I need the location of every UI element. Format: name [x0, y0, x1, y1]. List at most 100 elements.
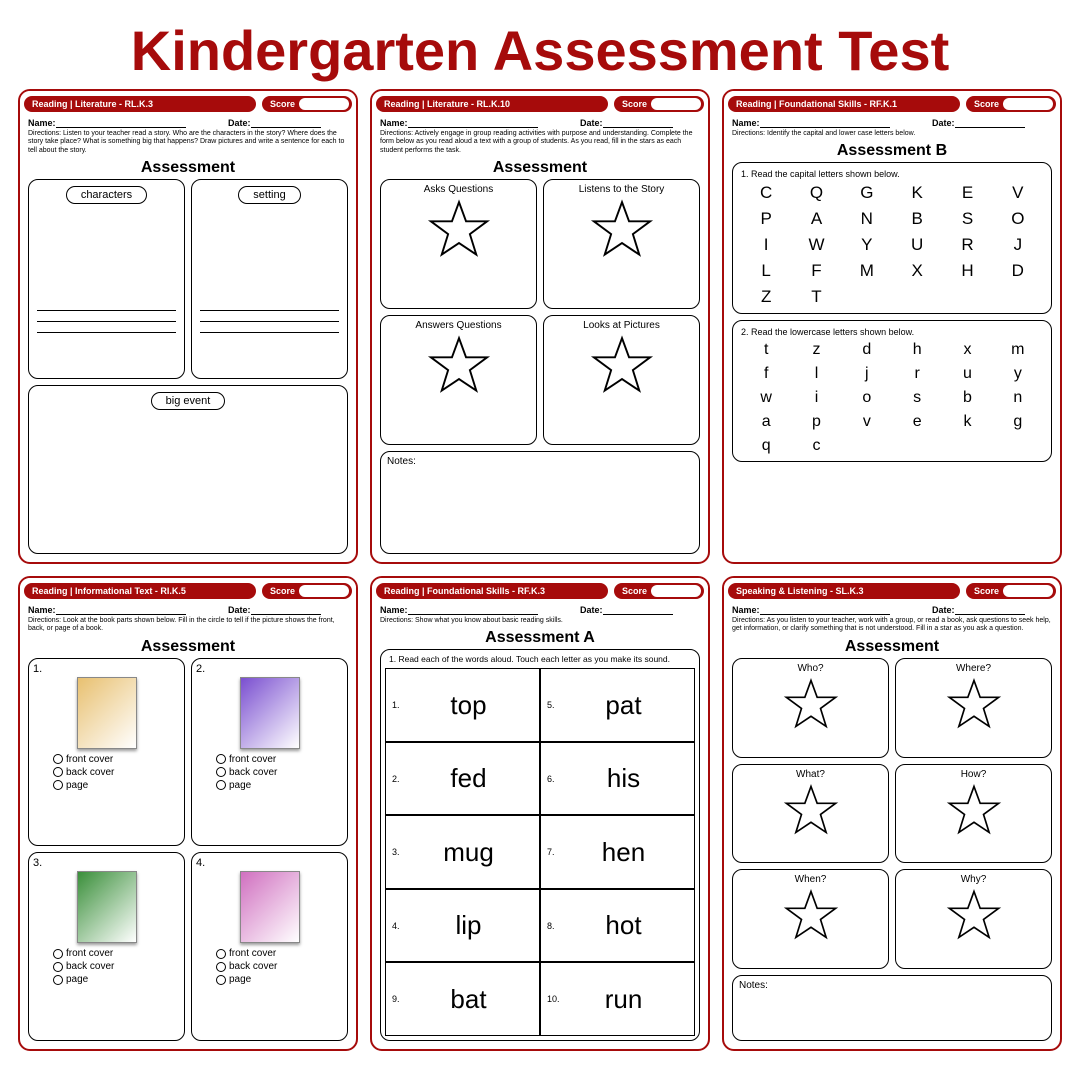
option-row[interactable]: page [216, 973, 343, 986]
score-pill: Score [614, 96, 704, 112]
word-cell: 7.hen [540, 815, 695, 889]
option-label: back cover [229, 766, 277, 779]
question-label: Why? [961, 874, 987, 885]
option-label: front cover [229, 947, 276, 960]
radio-circle[interactable] [216, 949, 226, 959]
radio-circle[interactable] [53, 949, 63, 959]
option-row[interactable]: back cover [216, 766, 343, 779]
notes-box[interactable]: Notes: [732, 975, 1052, 1041]
question-label: What? [796, 769, 825, 780]
star-icon [783, 676, 839, 732]
radio-circle[interactable] [53, 767, 63, 777]
letter-cell: X [892, 261, 942, 281]
option-label: front cover [66, 947, 113, 960]
letter-cell: J [993, 235, 1043, 255]
option-row[interactable]: front cover [53, 947, 180, 960]
question-star-box: What? [732, 764, 889, 864]
card-header-label: Reading | Literature - RL.K.10 [376, 96, 608, 112]
radio-circle[interactable] [216, 767, 226, 777]
assessment-heading: Assessment [20, 636, 356, 658]
card-header-label: Speaking & Listening - SL.K.3 [728, 583, 960, 599]
score-box[interactable] [651, 585, 701, 597]
letter-cell: G [842, 183, 892, 203]
star-outline[interactable] [946, 887, 1002, 948]
score-pill: Score [966, 96, 1056, 112]
option-row[interactable]: page [216, 779, 343, 792]
option-row[interactable]: back cover [53, 960, 180, 973]
star-outline[interactable] [946, 676, 1002, 737]
radio-circle[interactable] [216, 975, 226, 985]
score-pill: Score [614, 583, 704, 599]
radio-circle[interactable] [216, 780, 226, 790]
star-outline[interactable] [783, 887, 839, 948]
star-outline[interactable] [946, 782, 1002, 843]
word-cell: 4.lip [385, 889, 540, 963]
word-text: his [567, 763, 694, 794]
score-box[interactable] [651, 98, 701, 110]
radio-circle[interactable] [53, 754, 63, 764]
letter-cell: x [942, 341, 992, 359]
book-cell: 1. front coverback coverpage [28, 658, 185, 847]
word-num: 8. [547, 921, 559, 931]
score-box[interactable] [1003, 98, 1053, 110]
worksheet-grid: Reading | Literature - RL.K.3 Score Name… [0, 89, 1080, 1069]
notes-box[interactable]: Notes: [380, 451, 700, 554]
directions: Directions: Actively engage in group rea… [372, 128, 708, 157]
radio-circle[interactable] [216, 962, 226, 972]
option-row[interactable]: page [53, 779, 180, 792]
directions: Directions: Look at the book parts shown… [20, 615, 356, 636]
card-rfk3: Reading | Foundational Skills - RF.K.3 S… [370, 576, 710, 1051]
word-cell: 2.fed [385, 742, 540, 816]
card-header-label: Reading | Foundational Skills - RF.K.1 [728, 96, 960, 112]
page-title: Kindergarten Assessment Test [0, 0, 1080, 89]
word-text: mug [412, 837, 539, 868]
option-row[interactable]: page [53, 973, 180, 986]
word-num: 1. [392, 700, 404, 710]
word-text: hot [567, 910, 694, 941]
radio-circle[interactable] [216, 754, 226, 764]
option-label: page [66, 779, 88, 792]
score-box[interactable] [299, 98, 349, 110]
directions: Directions: Show what you know about bas… [372, 615, 708, 627]
word-num: 2. [392, 774, 404, 784]
star-outline[interactable] [783, 782, 839, 843]
option-row[interactable]: back cover [216, 960, 343, 973]
letter-cell: M [842, 261, 892, 281]
letter-cell: o [842, 389, 892, 407]
word-num: 6. [547, 774, 559, 784]
star-title: Asks Questions [424, 184, 493, 195]
capital-grid: CQGKEVPANBSOIWYURJLFMXHDZT [741, 183, 1043, 307]
radio-circle[interactable] [53, 780, 63, 790]
star-outline[interactable] [783, 676, 839, 737]
letter-cell: j [842, 365, 892, 383]
score-box[interactable] [299, 585, 349, 597]
book-image [240, 871, 300, 943]
letter-cell: H [942, 261, 992, 281]
word-text: hen [567, 837, 694, 868]
radio-circle[interactable] [53, 975, 63, 985]
star-outline[interactable] [590, 197, 654, 266]
star-outline[interactable] [427, 333, 491, 402]
letter-cell: t [741, 341, 791, 359]
question-label: Where? [956, 663, 991, 674]
star-icon [783, 887, 839, 943]
letter-cell: u [942, 365, 992, 383]
score-box[interactable] [1003, 585, 1053, 597]
name-label: Name: [28, 118, 56, 128]
option-row[interactable]: back cover [53, 766, 180, 779]
word-table: 1. Read each of the words aloud. Touch e… [380, 649, 700, 1041]
star-icon [590, 197, 654, 261]
radio-circle[interactable] [53, 962, 63, 972]
option-row[interactable]: front cover [216, 753, 343, 766]
item-number: 1. [33, 663, 42, 675]
option-row[interactable]: front cover [53, 753, 180, 766]
letter-cell: V [993, 183, 1043, 203]
card-header-label: Reading | Literature - RL.K.3 [24, 96, 256, 112]
letter-cell: Z [741, 287, 791, 307]
star-outline[interactable] [427, 197, 491, 266]
card-rlk3: Reading | Literature - RL.K.3 Score Name… [18, 89, 358, 564]
word-cell: 9.bat [385, 962, 540, 1036]
star-icon [946, 887, 1002, 943]
option-row[interactable]: front cover [216, 947, 343, 960]
star-outline[interactable] [590, 333, 654, 402]
